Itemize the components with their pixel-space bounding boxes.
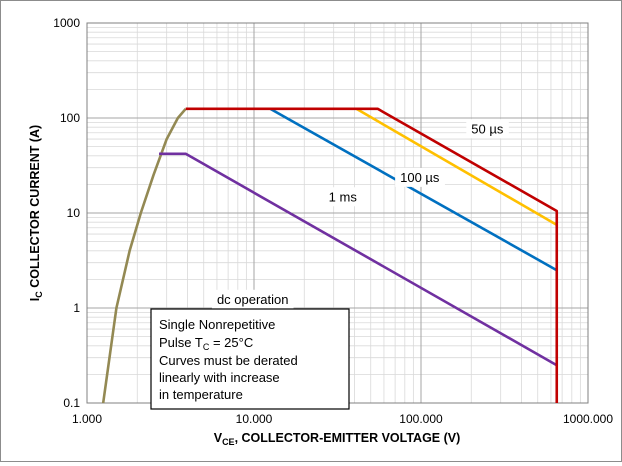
- series-group: [101, 107, 559, 404]
- x-axis-title-suffix: , COLLECTOR-EMITTER VOLTAGE (V): [235, 431, 461, 445]
- anno-100us: 100 µs: [400, 170, 440, 185]
- note-line-2-prefix: Pulse T: [159, 335, 203, 350]
- x-tick-label: 1.000: [72, 412, 102, 426]
- y-axis-title-suffix: COLLECTOR CURRENT (A): [28, 125, 42, 291]
- series-line-4: [355, 107, 558, 226]
- y-tick-label: 1: [73, 301, 80, 315]
- note-line-3: Curves must be derated: [159, 353, 298, 368]
- x-axis-title-prefix: V: [214, 431, 223, 445]
- series-line-1: [101, 107, 187, 404]
- y-axis-title-sub: C: [34, 291, 44, 298]
- series-line-2: [159, 152, 558, 367]
- x-tick-label: 1000.000: [563, 412, 613, 426]
- y-tick-label: 100: [60, 111, 80, 125]
- x-axis-title: VCE, COLLECTOR-EMITTER VOLTAGE (V): [214, 431, 461, 447]
- x-tick-labels: 1.000 10.000 100.000 1000.000: [72, 412, 613, 426]
- anno-50us-bg: [466, 119, 509, 139]
- x-axis-title-sub: CE: [222, 437, 235, 447]
- y-axis-title-prefix: I: [28, 298, 42, 301]
- series-line-3: [269, 107, 558, 272]
- note-line-5: in temperature: [159, 387, 243, 402]
- anno-1ms: 1 ms: [329, 189, 358, 204]
- anno-dc-bg: [211, 289, 294, 309]
- y-axis-title: IC COLLECTOR CURRENT (A): [28, 125, 44, 301]
- note-line-2: Pulse TC = 25°C: [159, 335, 253, 352]
- series-line-5: [185, 107, 559, 403]
- note-line-1: Single Nonrepetitive: [159, 317, 275, 332]
- annotations: 50 µs 100 µs 1 ms dc operation: [211, 119, 509, 309]
- note-line-4: linearly with increase: [159, 370, 280, 385]
- y-tick-label: 0.1: [63, 396, 80, 410]
- y-tick-labels: 0.1 1 10 100 1000: [53, 16, 80, 410]
- anno-dc: dc operation: [217, 292, 289, 307]
- x-tick-label: 10.000: [236, 412, 273, 426]
- anno-1ms-bg: [323, 187, 363, 207]
- note-box: Single Nonrepetitive Pulse TC = 25°C Cur…: [150, 308, 350, 410]
- y-tick-label: 10: [67, 206, 81, 220]
- anno-100us-bg: [395, 167, 445, 187]
- note-line-2-suffix: = 25°C: [209, 335, 253, 350]
- note-line-2-sub: C: [203, 342, 210, 352]
- y-tick-label: 1000: [53, 16, 80, 30]
- anno-50us: 50 µs: [471, 121, 504, 136]
- x-tick-label: 100.000: [399, 412, 443, 426]
